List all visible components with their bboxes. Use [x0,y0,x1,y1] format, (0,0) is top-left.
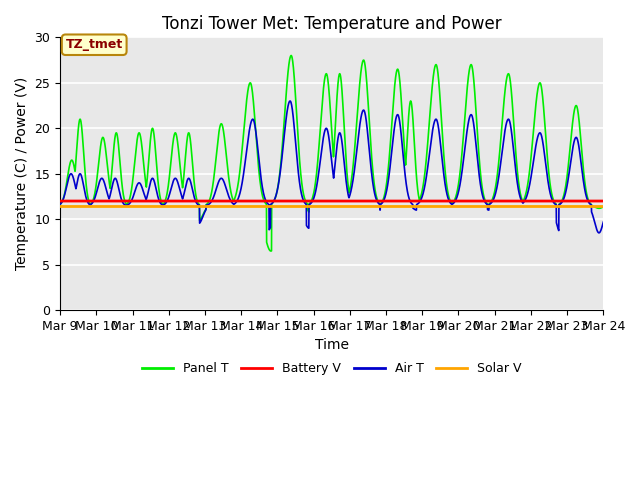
Text: TZ_tmet: TZ_tmet [65,38,123,51]
Legend: Panel T, Battery V, Air T, Solar V: Panel T, Battery V, Air T, Solar V [136,357,527,380]
X-axis label: Time: Time [315,338,349,352]
Title: Tonzi Tower Met: Temperature and Power: Tonzi Tower Met: Temperature and Power [162,15,502,33]
Y-axis label: Temperature (C) / Power (V): Temperature (C) / Power (V) [15,77,29,270]
